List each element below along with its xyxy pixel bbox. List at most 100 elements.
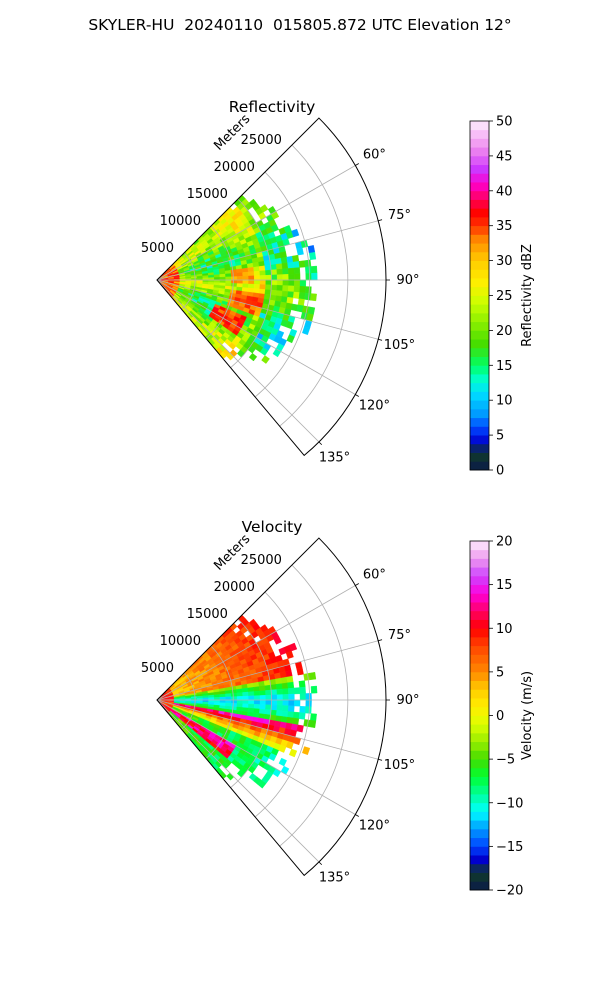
grid-arc [254, 591, 311, 818]
heat-cell [296, 724, 304, 733]
colorbar-segment [470, 802, 489, 812]
colorbar-segment [470, 304, 489, 314]
colorbar-tick-label: 5 [496, 429, 504, 444]
colorbar-segment [470, 312, 489, 323]
colorbar-segment [470, 706, 489, 716]
grid-arc [230, 198, 272, 369]
heat-cell [276, 268, 284, 276]
heat-cell [259, 699, 267, 705]
colorbar-tick-label: 15 [496, 359, 513, 374]
heat-cell [242, 695, 249, 701]
theta-tick [378, 639, 383, 642]
colorbar-segment [470, 636, 489, 647]
colorbar-segment [470, 619, 489, 629]
heat-cell [248, 275, 255, 281]
heat-cell [296, 667, 304, 676]
colorbar-segment [470, 794, 489, 804]
heat-cell [298, 712, 306, 720]
heat-cell [247, 267, 255, 273]
heat-cell [276, 694, 284, 701]
heat-cell [268, 752, 277, 762]
heat-cell [248, 703, 255, 709]
heat-cell [276, 284, 284, 292]
heat-cell [282, 699, 289, 706]
heat-cell [270, 269, 278, 276]
heat-cell [299, 285, 306, 294]
heat-cell [248, 283, 255, 289]
heat-cell [226, 772, 235, 781]
grid-arc [181, 252, 196, 310]
heat-cell [292, 717, 300, 726]
heat-cell [265, 694, 272, 701]
heat-cell [275, 263, 283, 270]
colorbar-segment [470, 173, 489, 183]
r-tick-label: 20000 [214, 580, 255, 595]
heat-cell [305, 706, 312, 714]
colorbar-tick-label: 20 [496, 324, 513, 339]
colorbar-segment [470, 391, 489, 401]
heat-cell [282, 688, 289, 695]
heat-cell [213, 277, 221, 281]
heat-cell [273, 636, 282, 645]
heat-cell [236, 696, 244, 701]
colorbar-segment [470, 347, 489, 357]
figure-title: SKYLER-HU 20240110 015805.872 UTC Elevat… [88, 16, 512, 34]
heat-cell [202, 695, 209, 699]
heat-cell [236, 276, 244, 281]
colorbar-tick-label: 0 [496, 709, 504, 724]
heat-cell [278, 744, 287, 753]
heat-cell [264, 264, 272, 271]
colorbar-segment [470, 698, 489, 708]
theta-tick [378, 758, 383, 761]
theta-tick-label: 120° [359, 399, 390, 414]
heat-cell [275, 683, 283, 690]
heat-cell [281, 710, 289, 718]
heat-cell [293, 285, 301, 293]
colorbar-segment [470, 671, 489, 681]
colorbar-tick-label: 25 [496, 289, 513, 304]
heat-cell [298, 292, 306, 300]
heat-cell [286, 675, 294, 684]
theta-tick [318, 861, 323, 866]
heat-cell [288, 642, 298, 652]
colorbar-segment [470, 724, 489, 734]
theta-tick-label: 60° [363, 568, 386, 583]
r-tick-label: 20000 [214, 160, 255, 175]
heat-cell [241, 687, 249, 693]
heat-cell [308, 719, 317, 729]
heat-cell [278, 757, 287, 767]
heat-cell [248, 352, 258, 362]
colorbar-segment [470, 645, 489, 655]
reflectivity-colorbar: 0 5 10 15 20 25 30 35 40 45 50 Reflectivity dBZ [469, 115, 535, 479]
heat-cell [253, 266, 260, 272]
heat-cell [276, 704, 284, 712]
heat-cell [271, 699, 278, 706]
colorbar-segment [470, 863, 489, 873]
heat-cell [285, 650, 294, 659]
heat-cell [310, 685, 318, 694]
heat-cell [275, 677, 283, 685]
heat-cell [275, 710, 283, 717]
heat-cell [258, 260, 266, 267]
colorbar-segment [470, 759, 489, 769]
reflectivity-panel: Reflectivity 60° 75° 90° 105° 120° 135° 5000 10… [141, 98, 535, 479]
heat-cell [248, 279, 255, 285]
heat-cell [280, 256, 288, 264]
heat-cell [253, 270, 261, 277]
heat-cell [236, 272, 244, 277]
heat-cell [213, 699, 221, 703]
colorbar-segment [470, 182, 489, 192]
heat-cell [311, 272, 318, 281]
heat-cell [293, 687, 301, 695]
heat-cell [282, 279, 289, 286]
heat-cell [253, 695, 261, 701]
colorbar-segment [470, 190, 489, 200]
heat-cell [213, 279, 221, 283]
colorbar-segment [470, 234, 489, 244]
heat-cell [253, 703, 261, 710]
heat-cell [270, 264, 278, 271]
heat-cell [297, 298, 305, 307]
colorbar-tick-label: −20 [496, 884, 523, 899]
theta-tick [355, 163, 359, 166]
heat-cell [219, 693, 226, 698]
